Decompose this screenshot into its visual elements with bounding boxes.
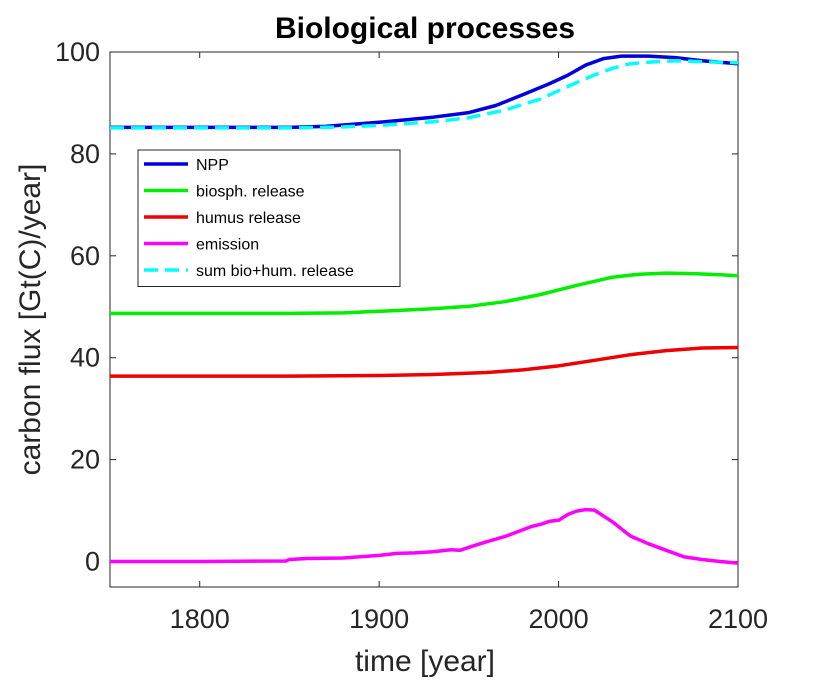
- y-tick-label: 40: [70, 343, 100, 373]
- y-tick-label: 0: [85, 547, 100, 577]
- y-axis-label: carbon flux [Gt(C)/year]: [14, 164, 47, 476]
- x-tick-label: 2000: [529, 604, 589, 634]
- legend-label: humus release: [196, 210, 301, 227]
- y-tick-label: 60: [70, 241, 100, 271]
- legend-label: NPP: [196, 157, 229, 174]
- legend-label: biosph. release: [196, 184, 305, 201]
- series-line-4: [110, 507, 739, 565]
- x-tick-label: 1800: [170, 604, 230, 634]
- legend-label: emission: [196, 237, 259, 254]
- axes-box: [109, 51, 739, 588]
- plot-area: 1800 1900 2000 2100 0 20 40 60 80 100: [55, 37, 768, 634]
- y-tick-label: 100: [55, 37, 100, 67]
- x-tick-label: 1900: [349, 604, 409, 634]
- series-line-3: [110, 345, 739, 378]
- series-line-5: [110, 58, 739, 130]
- series-line-1: [110, 54, 739, 130]
- x-axis-label: time [year]: [355, 645, 495, 678]
- chart-title: Biological processes: [275, 12, 575, 45]
- y-tick-label: 80: [70, 139, 100, 169]
- legend-label: sum bio+hum. release: [196, 263, 354, 280]
- y-tick-label: 20: [70, 445, 100, 475]
- series-line-2: [110, 271, 739, 316]
- legend: NPP biosph. release humus release emission s…: [137, 149, 401, 287]
- x-tick-label: 2100: [708, 604, 768, 634]
